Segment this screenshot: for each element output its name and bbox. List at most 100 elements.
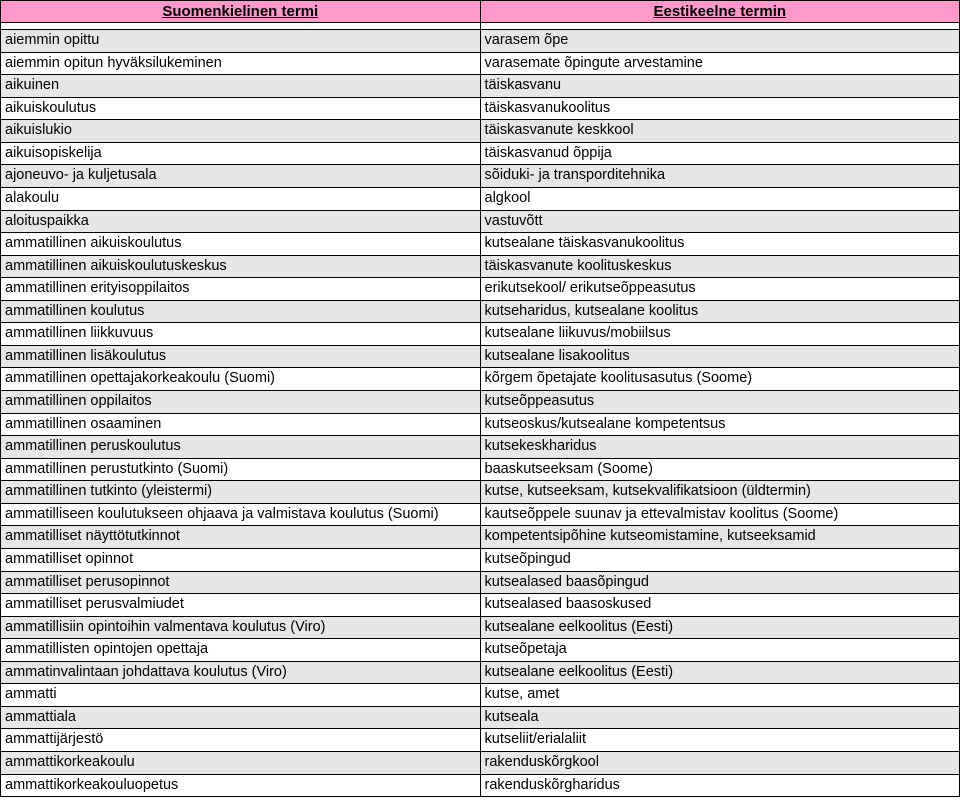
table-row: alakoulualgkool <box>1 187 960 210</box>
cell-finnish: ammatillinen perustutkinto (Suomi) <box>1 458 481 481</box>
cell-finnish: ammatillinen opettajakorkeakoulu (Suomi) <box>1 368 481 391</box>
cell-estonian: kutseala <box>480 706 960 729</box>
cell-estonian: vastuvõtt <box>480 210 960 233</box>
table-row: ammatillisiin opintoihin valmentava koul… <box>1 616 960 639</box>
cell-finnish: ammattiala <box>1 706 481 729</box>
table-row: ammatilliset opinnotkutseõpingud <box>1 548 960 571</box>
table-row: ammatillinen koulutuskutseharidus, kutse… <box>1 300 960 323</box>
header-finnish: Suomenkielinen termi <box>1 1 481 23</box>
table-header-row: Suomenkielinen termi Eestikeelne termin <box>1 1 960 23</box>
cell-finnish: ammatilliset perusopinnot <box>1 571 481 594</box>
cell-estonian: baaskutseeksam (Soome) <box>480 458 960 481</box>
table-row: ammattikorkeakoulurakenduskõrgkool <box>1 752 960 775</box>
cell-estonian: kutseharidus, kutsealane koolitus <box>480 300 960 323</box>
cell-finnish: ammatilliseen koulutukseen ohjaava ja va… <box>1 503 481 526</box>
cell-estonian: kompetentsipõhine kutseomistamine, kutse… <box>480 526 960 549</box>
cell-finnish: aikuinen <box>1 75 481 98</box>
cell-finnish: ammattikorkeakouluopetus <box>1 774 481 797</box>
cell-finnish: ammatillinen lisäkoulutus <box>1 345 481 368</box>
cell-finnish: ammatillinen tutkinto (yleistermi) <box>1 481 481 504</box>
cell-finnish: ammatillinen peruskoulutus <box>1 436 481 459</box>
cell-estonian: kutsekeskharidus <box>480 436 960 459</box>
glossary-table: Suomenkielinen termi Eestikeelne termin … <box>0 0 960 797</box>
cell-estonian: kutsealased baasoskused <box>480 594 960 617</box>
cell-finnish: ammatillinen osaaminen <box>1 413 481 436</box>
cell-finnish: ajoneuvo- ja kuljetusala <box>1 165 481 188</box>
table-row: ajoneuvo- ja kuljetusalasõiduki- ja tran… <box>1 165 960 188</box>
table-row: aikuislukiotäiskasvanute keskkool <box>1 120 960 143</box>
cell-estonian: varasem õpe <box>480 30 960 53</box>
cell-estonian: kutseliit/erialaliit <box>480 729 960 752</box>
table-row: ammatilliset perusvalmiudetkutsealased b… <box>1 594 960 617</box>
cell-estonian: kutseõpetaja <box>480 639 960 662</box>
cell-estonian: kutseoskus/kutsealane kompetentsus <box>480 413 960 436</box>
cell-estonian: täiskasvanud õppija <box>480 142 960 165</box>
cell-estonian: kutsealane täiskasvanukoolitus <box>480 233 960 256</box>
cell-finnish: aloituspaikka <box>1 210 481 233</box>
table-row: ammatillinen oppilaitoskutseõppeasutus <box>1 391 960 414</box>
cell-finnish: ammatilliset opinnot <box>1 548 481 571</box>
cell-estonian: kutseõpingud <box>480 548 960 571</box>
cell-finnish: aiemmin opitun hyväksilukeminen <box>1 52 481 75</box>
cell-estonian: erikutsekool/ erikutseõppeasutus <box>480 278 960 301</box>
table-row: ammatinvalintaan johdattava koulutus (Vi… <box>1 661 960 684</box>
cell-finnish: aiemmin opittu <box>1 30 481 53</box>
cell-finnish: ammatillisiin opintoihin valmentava koul… <box>1 616 481 639</box>
table-row: aiemmin opitun hyväksilukeminenvarasemat… <box>1 52 960 75</box>
table-row: aikuinentäiskasvanu <box>1 75 960 98</box>
table-row: ammatillinen peruskoulutuskutsekeskharid… <box>1 436 960 459</box>
table-row: ammatillisten opintojen opettajakutseõpe… <box>1 639 960 662</box>
cell-estonian: algkool <box>480 187 960 210</box>
cell-finnish: ammatillinen aikuiskoulutus <box>1 233 481 256</box>
spacer-row <box>1 23 960 30</box>
table-row: ammatillinen osaaminenkutseoskus/kutseal… <box>1 413 960 436</box>
cell-estonian: kutsealased baasõpingud <box>480 571 960 594</box>
header-estonian: Eestikeelne termin <box>480 1 960 23</box>
table-row: ammatillinen liikkuvuuskutsealane liikuv… <box>1 323 960 346</box>
cell-estonian: täiskasvanute koolituskeskus <box>480 255 960 278</box>
cell-estonian: kutseõppeasutus <box>480 391 960 414</box>
table-row: ammattijärjestökutseliit/erialaliit <box>1 729 960 752</box>
cell-estonian: sõiduki- ja transporditehnika <box>480 165 960 188</box>
cell-finnish: aikuisopiskelija <box>1 142 481 165</box>
cell-estonian: kõrgem õpetajate koolitusasutus (Soome) <box>480 368 960 391</box>
cell-estonian: rakenduskõrgkool <box>480 752 960 775</box>
cell-estonian: kutsealane lisakoolitus <box>480 345 960 368</box>
cell-estonian: kutsealane eelkoolitus (Eesti) <box>480 661 960 684</box>
cell-finnish: ammatillinen liikkuvuus <box>1 323 481 346</box>
table-row: ammatillinen tutkinto (yleistermi)kutse,… <box>1 481 960 504</box>
cell-finnish: ammattikorkeakoulu <box>1 752 481 775</box>
cell-finnish: ammatti <box>1 684 481 707</box>
cell-finnish: ammatillisten opintojen opettaja <box>1 639 481 662</box>
table-row: ammatilliseen koulutukseen ohjaava ja va… <box>1 503 960 526</box>
table-row: aiemmin opittuvarasem õpe <box>1 30 960 53</box>
cell-finnish: ammatinvalintaan johdattava koulutus (Vi… <box>1 661 481 684</box>
cell-estonian: kutse, amet <box>480 684 960 707</box>
table-row: ammatillinen erityisoppilaitoserikutseko… <box>1 278 960 301</box>
table-row: ammatilliset näyttötutkinnotkompetentsip… <box>1 526 960 549</box>
cell-estonian: varasemate õpingute arvestamine <box>480 52 960 75</box>
cell-finnish: ammattijärjestö <box>1 729 481 752</box>
cell-finnish: ammatilliset näyttötutkinnot <box>1 526 481 549</box>
cell-estonian: täiskasvanute keskkool <box>480 120 960 143</box>
cell-finnish: alakoulu <box>1 187 481 210</box>
table-row: ammattikutse, amet <box>1 684 960 707</box>
cell-finnish: aikuislukio <box>1 120 481 143</box>
table-row: ammatillinen perustutkinto (Suomi)baasku… <box>1 458 960 481</box>
table-row: ammatillinen opettajakorkeakoulu (Suomi)… <box>1 368 960 391</box>
table-row: aikuisopiskelijatäiskasvanud õppija <box>1 142 960 165</box>
cell-estonian: kautseõppele suunav ja ettevalmistav koo… <box>480 503 960 526</box>
cell-estonian: täiskasvanu <box>480 75 960 98</box>
cell-estonian: kutsealane eelkoolitus (Eesti) <box>480 616 960 639</box>
cell-estonian: täiskasvanukoolitus <box>480 97 960 120</box>
table-row: ammatillinen lisäkoulutuskutsealane lisa… <box>1 345 960 368</box>
table-row: ammatillinen aikuiskoulutuskeskustäiskas… <box>1 255 960 278</box>
table-row: ammattialakutseala <box>1 706 960 729</box>
table-row: ammatillinen aikuiskoulutuskutsealane tä… <box>1 233 960 256</box>
cell-estonian: rakenduskõrgharidus <box>480 774 960 797</box>
table-row: ammatilliset perusopinnotkutsealased baa… <box>1 571 960 594</box>
cell-finnish: ammatillinen koulutus <box>1 300 481 323</box>
cell-finnish: ammatilliset perusvalmiudet <box>1 594 481 617</box>
cell-estonian: kutsealane liikuvus/mobiilsus <box>480 323 960 346</box>
cell-estonian: kutse, kutseeksam, kutsekvalifikatsioon … <box>480 481 960 504</box>
